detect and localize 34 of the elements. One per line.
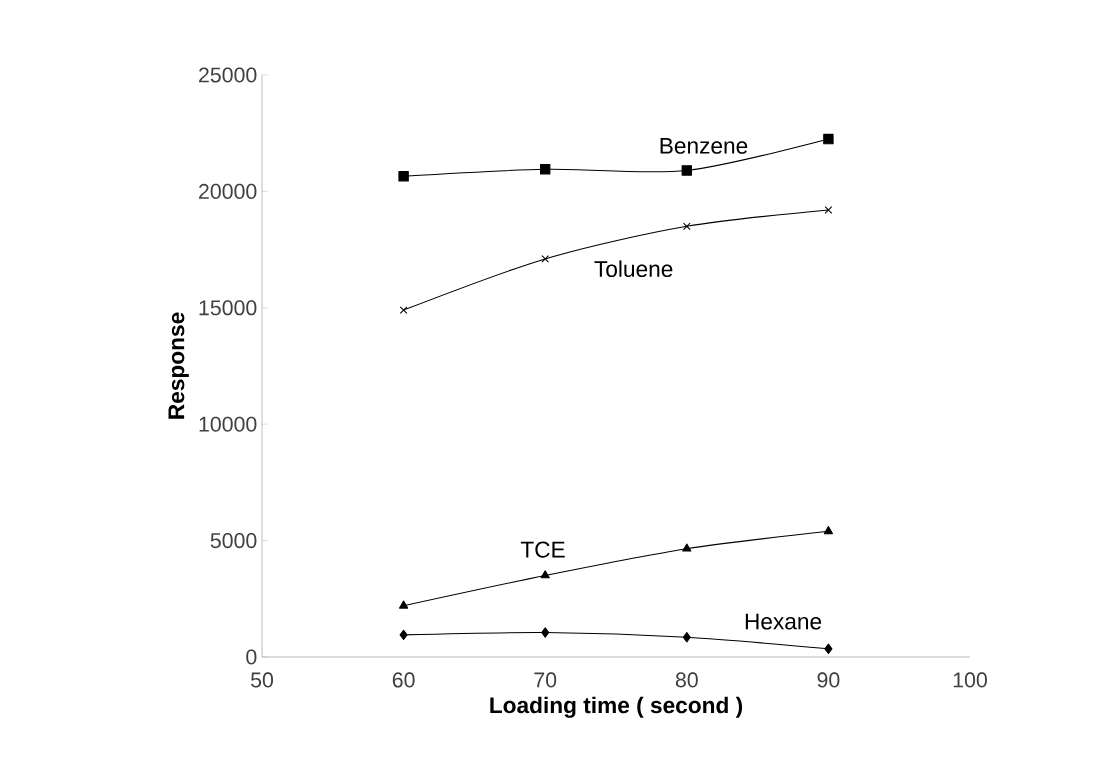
series-label: Benzene [660, 137, 748, 154]
x-tick-label: 100 [953, 672, 987, 688]
y-tick-label: 15000 [199, 300, 257, 316]
series-label: Toluene [594, 260, 673, 278]
y-tick-label: 5000 [210, 533, 257, 549]
point [823, 133, 834, 145]
x-tick-label: 60 [392, 672, 415, 688]
series-label: TCE [520, 541, 565, 558]
point [398, 171, 409, 182]
y-axis-title: Response [168, 312, 189, 419]
point [681, 165, 693, 176]
point [824, 643, 833, 655]
point [682, 631, 691, 643]
y-tick-label: 0 [246, 649, 257, 665]
point [541, 255, 550, 263]
y-tick-label: 25000 [199, 67, 257, 83]
point [539, 164, 551, 175]
point [682, 543, 692, 552]
point [823, 526, 833, 535]
point [399, 629, 408, 641]
y-tick-label: 10000 [199, 416, 257, 432]
point [682, 222, 691, 231]
point [399, 600, 409, 609]
series-label: Hexane [745, 613, 822, 630]
point [540, 570, 550, 579]
x-tick-label: 80 [675, 672, 698, 688]
point [541, 627, 550, 638]
x-tick-label: 90 [817, 672, 840, 688]
x-axis-title: Loading time ( second ) [490, 696, 743, 718]
point [399, 306, 408, 314]
point [824, 206, 833, 214]
y-tick-label: 20000 [199, 183, 257, 199]
x-tick-label: 70 [534, 672, 557, 688]
x-tick-label: 50 [251, 672, 274, 688]
